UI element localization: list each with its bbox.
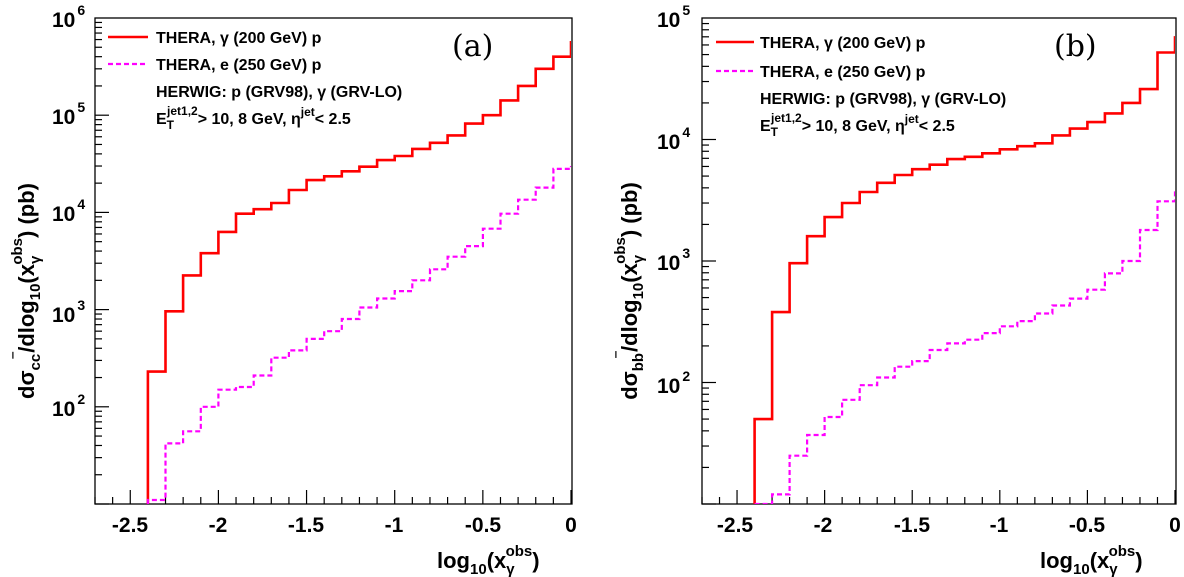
legend-label-b-thera-e: THERA, e (250 GeV) p xyxy=(760,64,926,81)
y-axis-title-b: dσbb‾/dlog10(xγobs) (pb) xyxy=(612,182,647,400)
ytick-a-1e2: 10 2 xyxy=(52,391,85,421)
ytick-b-1e3: 10 3 xyxy=(657,245,690,275)
legend-label-b-cuts: ETjet1,2> 10, 8 GeV, ηjet< 2.5 xyxy=(760,111,955,139)
panel-label-a: (a) xyxy=(452,29,493,64)
xtick-b-5: 0 xyxy=(1169,514,1181,537)
ytick-a-1e4: 10 4 xyxy=(52,196,85,226)
ytick-b-1e5: 10 5 xyxy=(657,2,690,32)
panel-b: 10 2 10 3 10 4 10 5 -2.5 -2 -1.5 -1 -0.5 0 l… xyxy=(612,2,1181,577)
x-axis-title-b: log10(xγobs) xyxy=(1040,543,1143,577)
xtick-b-1: -2 xyxy=(814,514,833,537)
plot-frame-a xyxy=(94,17,573,505)
y-axis-title-a: dσcc‾/dlog10(xγobs) (pb) xyxy=(9,183,44,399)
ytick-b-1e4: 10 4 xyxy=(657,124,690,154)
xtick-b-4: -0.5 xyxy=(1069,514,1106,537)
panel-label-b: (b) xyxy=(1054,29,1097,64)
legend-label-a-herwig: HERWIG: p (GRV98), γ (GRV-LO) xyxy=(156,84,402,101)
ytick-a-1e3: 10 3 xyxy=(52,297,85,327)
panel-a: 10 2 10 3 10 4 10 5 10 6 -2.5 -2 -1.5 -1 -0.5… xyxy=(9,2,577,577)
xtick-b-0: -2.5 xyxy=(717,514,754,537)
ytick-a-1e5: 10 5 xyxy=(52,99,85,129)
xtick-b-3: -1 xyxy=(990,514,1009,537)
legend-label-b-herwig: HERWIG: p (GRV98), γ (GRV-LO) xyxy=(760,91,1006,108)
series-line-thera-gamma xyxy=(146,41,571,504)
xtick-a-3: -1 xyxy=(385,514,404,537)
legend-label-a-thera-gamma: THERA, γ (200 GeV) p xyxy=(156,30,322,47)
legend-label-a-cuts: ETjet1,2> 10, 8 GeV, ηjet< 2.5 xyxy=(156,104,351,132)
xtick-b-2: -1.5 xyxy=(894,514,931,537)
series-line-thera-gamma xyxy=(753,36,1175,504)
xtick-a-5: 0 xyxy=(565,514,577,537)
xtick-a-1: -2 xyxy=(209,514,228,537)
xtick-a-0: -2.5 xyxy=(112,514,149,537)
legend-label-b-thera-gamma: THERA, γ (200 GeV) p xyxy=(760,35,926,52)
series-a xyxy=(146,41,571,504)
ytick-b-1e2: 10 2 xyxy=(657,368,690,398)
series-line-thera-e xyxy=(146,166,571,504)
x-axis-title-a: log10(xγobs) xyxy=(437,543,540,577)
legend-label-a-thera-e: THERA, e (250 GeV) p xyxy=(156,57,322,74)
series-line-thera-e xyxy=(754,190,1175,504)
xtick-a-2: -1.5 xyxy=(288,514,325,537)
xtick-a-4: -0.5 xyxy=(465,514,502,537)
series-b xyxy=(753,36,1175,504)
ytick-a-1e6: 10 6 xyxy=(52,2,85,32)
